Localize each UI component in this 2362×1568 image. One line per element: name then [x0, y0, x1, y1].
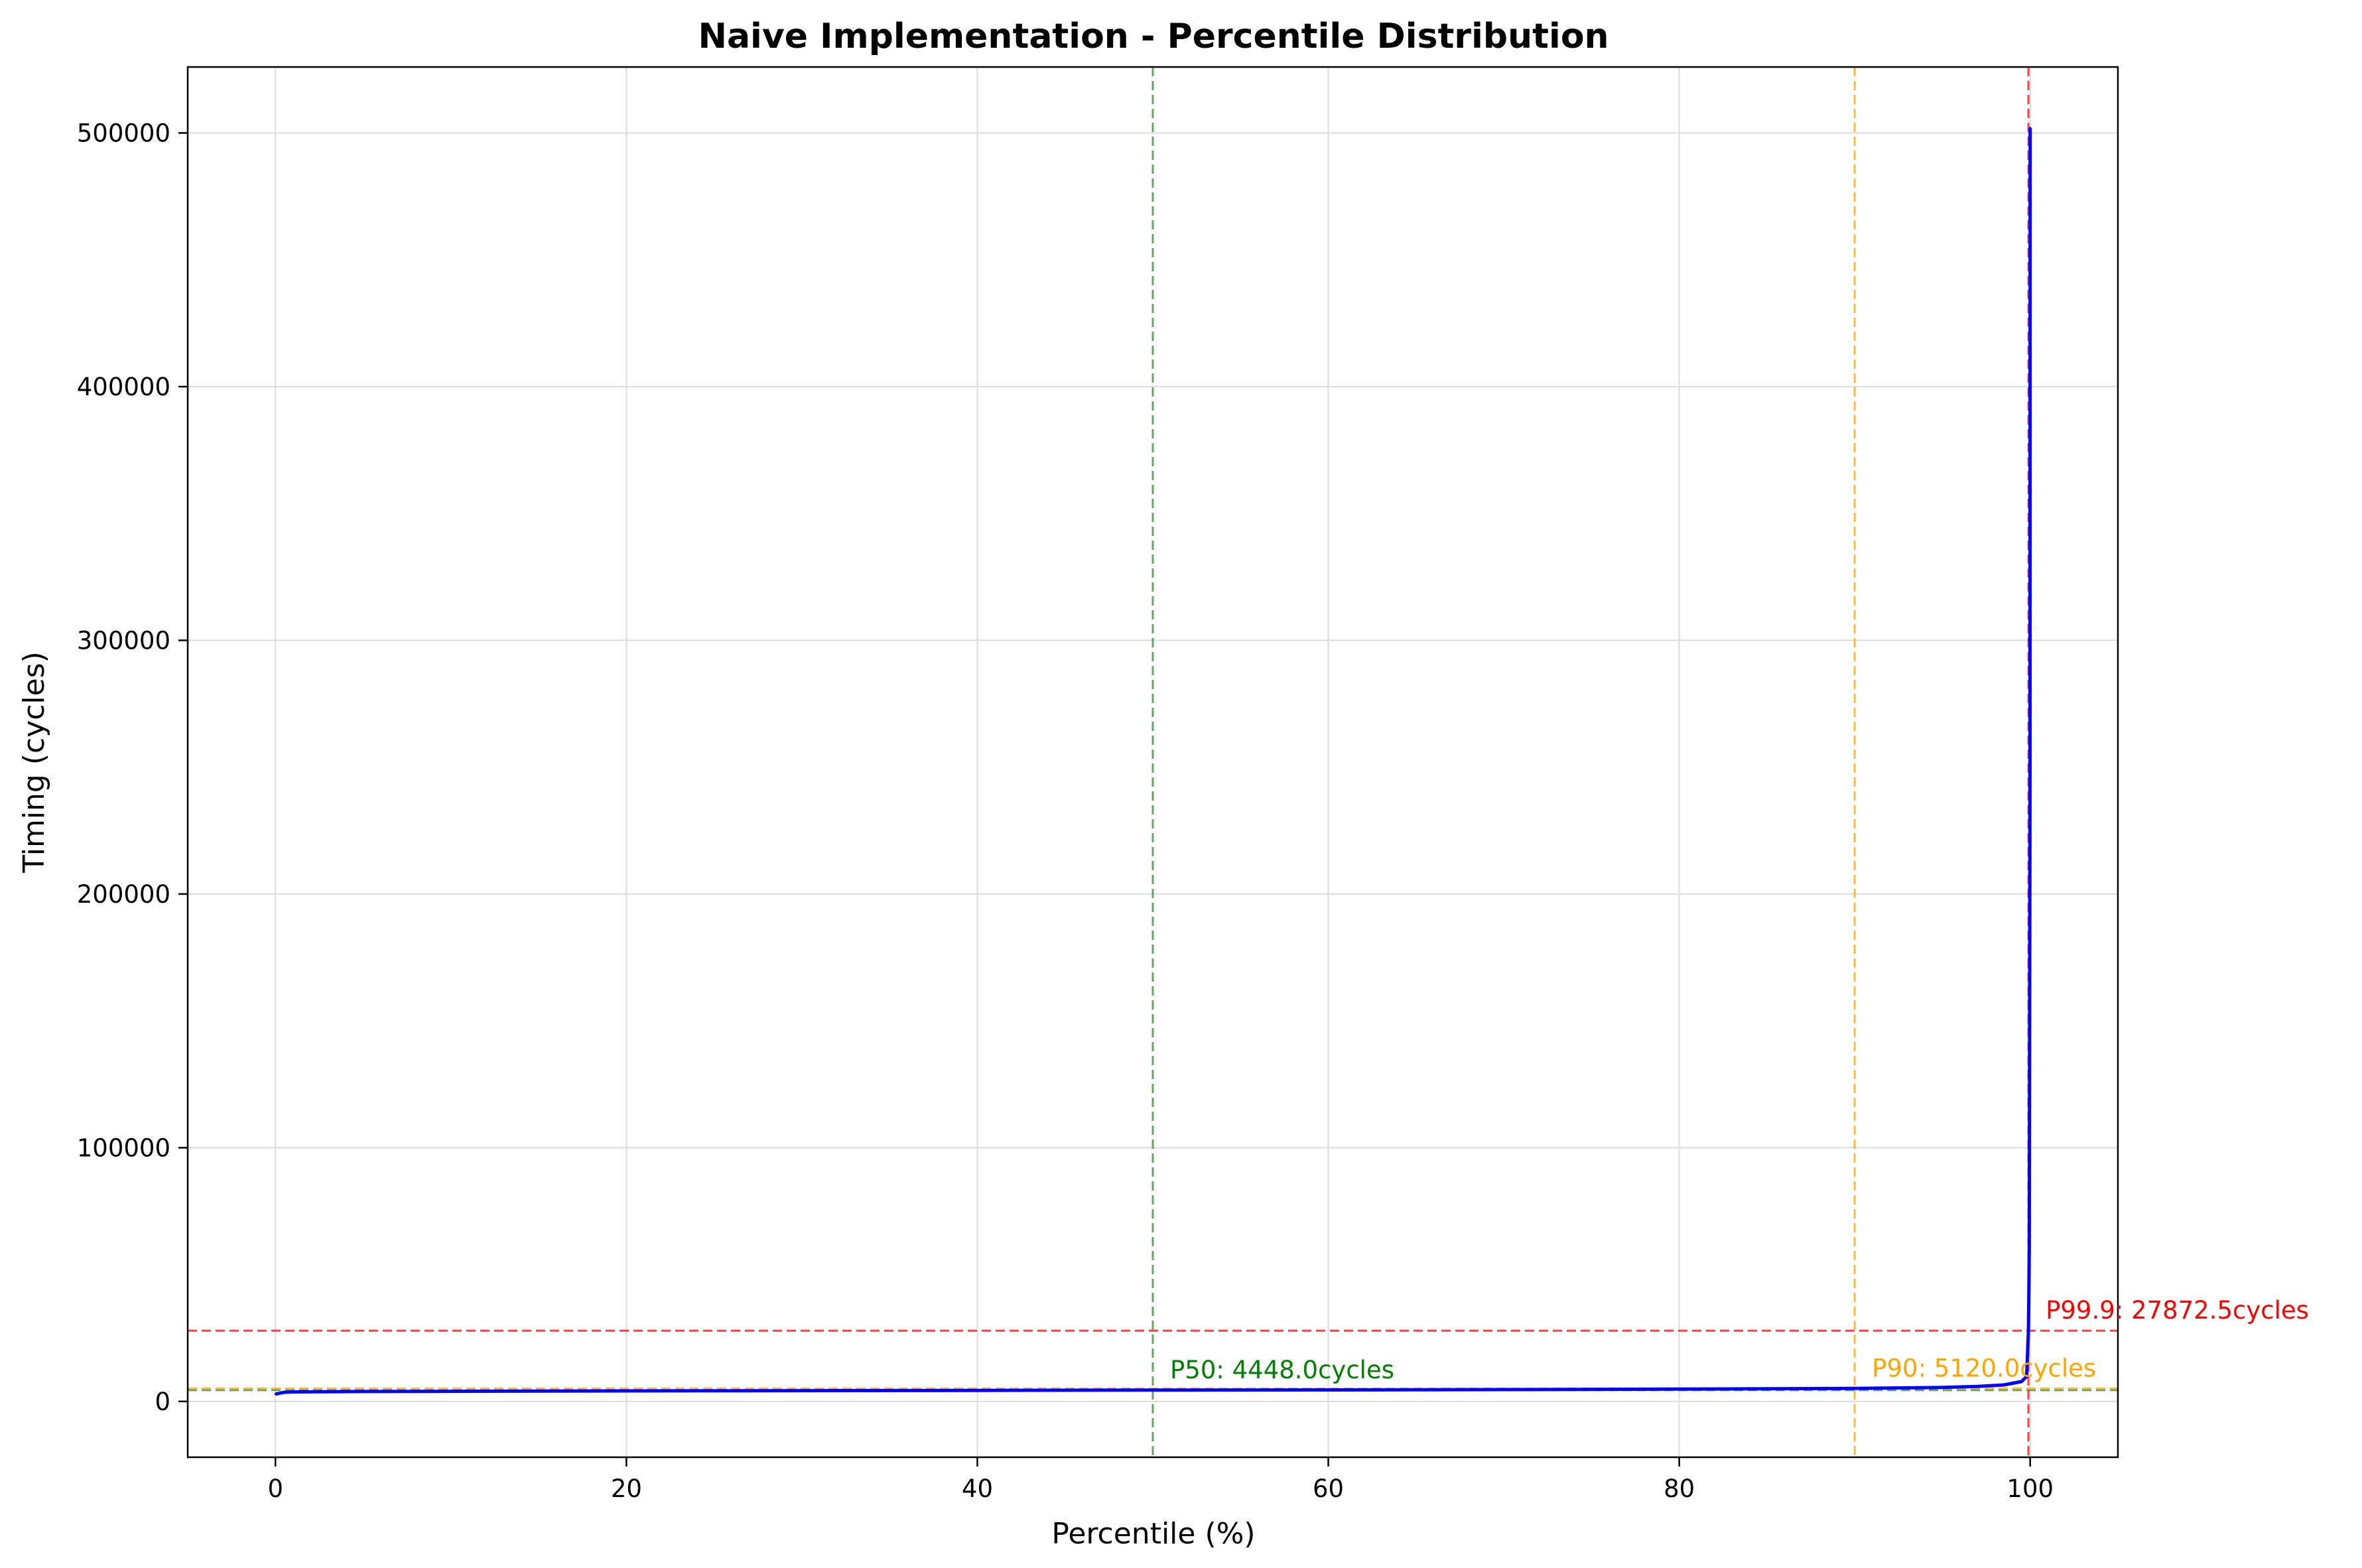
series-point — [1151, 1389, 1154, 1392]
y-tick-label: 400000 — [77, 373, 170, 401]
x-tick-label: 20 — [611, 1474, 642, 1503]
series-point — [625, 1390, 627, 1392]
series-point — [2025, 1375, 2028, 1378]
series-point — [2027, 1329, 2030, 1332]
y-tick-label: 0 — [155, 1388, 170, 1416]
series-point — [1678, 1388, 1681, 1390]
x-tick-label: 0 — [267, 1474, 283, 1503]
series-point — [801, 1390, 803, 1392]
y-tick-label: 500000 — [77, 119, 170, 147]
series-point — [1941, 1386, 1943, 1389]
series-point — [976, 1389, 978, 1392]
x-axis-label: Percentile (%) — [1051, 1517, 1255, 1551]
x-tick-label: 80 — [1664, 1474, 1695, 1503]
series-point — [2020, 1380, 2022, 1383]
series-point — [2028, 1248, 2030, 1250]
series-point — [1502, 1388, 1505, 1391]
series-point — [2028, 766, 2031, 769]
plot-frame — [186, 66, 2119, 1459]
y-axis-label: Timing (cycles) — [17, 651, 51, 874]
series-point — [2002, 1384, 2005, 1386]
x-tick-label: 100 — [2006, 1474, 2054, 1503]
series-point — [274, 1393, 277, 1396]
series-point — [283, 1391, 285, 1394]
reference-label: P99.9: 27872.5cycles — [2046, 1296, 2309, 1325]
ticks: 0 20 40 60 80 100 0 100000 200000 300000 400000 500… — [77, 119, 2054, 1503]
y-tick-label: 200000 — [77, 880, 170, 909]
reference-label: P50: 4448.0cycles — [1170, 1356, 1394, 1384]
x-tick-label: 40 — [962, 1474, 993, 1503]
reference-label: P90: 5120.0cycles — [1872, 1354, 2096, 1382]
series-point — [2029, 127, 2032, 129]
chart-title: Naive Implementation - Percentile Distri… — [698, 17, 1608, 56]
series-point — [292, 1391, 295, 1394]
annotations: P50: 4448.0cycles P90: 5120.0cycles P99.9:… — [1170, 1296, 2309, 1384]
series-point — [1327, 1388, 1330, 1391]
series-point — [1976, 1385, 1979, 1388]
series-point — [1853, 1387, 1856, 1390]
y-tick-label: 100000 — [77, 1134, 170, 1162]
series-line — [275, 127, 2032, 1396]
series-layer — [274, 127, 2032, 1396]
x-tick-label: 60 — [1313, 1474, 1344, 1503]
series-point — [450, 1390, 452, 1393]
series-point — [362, 1390, 365, 1393]
y-tick-label: 300000 — [77, 626, 170, 655]
